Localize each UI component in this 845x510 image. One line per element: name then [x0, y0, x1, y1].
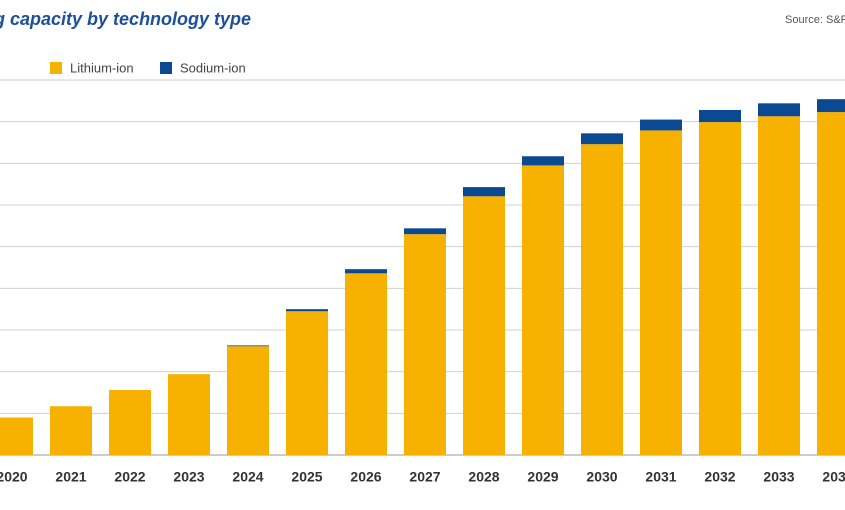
legend-swatch — [160, 62, 172, 74]
bar — [581, 133, 623, 145]
bar — [463, 187, 505, 197]
bar — [227, 346, 269, 455]
legend-label: Lithium-ion — [70, 60, 134, 75]
bar — [699, 122, 741, 455]
x-tick-label: 2022 — [114, 469, 145, 485]
x-tick-label: 2024 — [232, 469, 263, 485]
bar — [758, 116, 800, 455]
bar — [522, 165, 564, 455]
bar — [345, 273, 387, 455]
bar — [0, 417, 33, 455]
bar — [640, 119, 682, 131]
bar — [758, 103, 800, 117]
bar — [286, 311, 328, 455]
bar — [817, 112, 845, 455]
x-tick-label: 2027 — [409, 469, 440, 485]
bar — [286, 309, 328, 312]
x-tick-label: 2020 — [0, 469, 28, 485]
bar — [50, 406, 92, 455]
x-tick-label: 2023 — [173, 469, 204, 485]
chart-title: g capacity by technology type — [0, 9, 251, 29]
source: Source: S&P — [785, 14, 845, 26]
x-tick-label: 2032 — [704, 469, 735, 485]
x-tick-label: 2033 — [763, 469, 794, 485]
legend-label: Sodium-ion — [180, 60, 246, 75]
bar — [404, 228, 446, 235]
bar — [109, 390, 151, 455]
legend-swatch — [50, 62, 62, 74]
bar — [581, 144, 623, 455]
x-tick-label: 2028 — [468, 469, 499, 485]
bar — [404, 234, 446, 455]
bar — [227, 345, 269, 347]
x-tick-label: 2029 — [527, 469, 558, 485]
x-tick-label: 2030 — [586, 469, 617, 485]
x-tick-label: 2026 — [350, 469, 381, 485]
x-tick-label: 2031 — [645, 469, 676, 485]
x-tick-label: 2021 — [55, 469, 86, 485]
bar — [640, 130, 682, 455]
bar — [699, 110, 741, 123]
bar — [522, 156, 564, 166]
bar — [345, 269, 387, 274]
bar — [817, 99, 845, 113]
bar — [463, 196, 505, 455]
x-tick-label: 2025 — [291, 469, 322, 485]
x-tick-label: 2034 — [822, 469, 845, 485]
bar — [168, 374, 210, 455]
